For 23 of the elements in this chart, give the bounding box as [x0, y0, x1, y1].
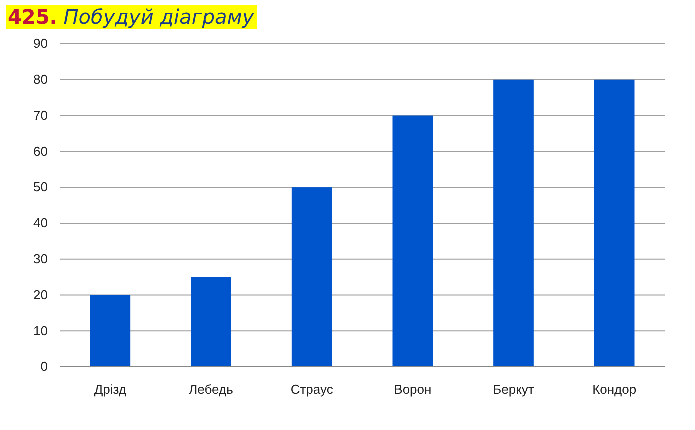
x-tick-label: Страус — [290, 382, 334, 398]
y-tick-label: 40 — [34, 216, 48, 231]
y-tick-label: 0 — [40, 359, 48, 374]
y-tick-label: 90 — [34, 36, 48, 52]
chart-title: 425. Побудуй діаграму — [8, 5, 256, 29]
x-tick-label: Дрізд — [94, 382, 127, 398]
x-tick-label: Ворон — [394, 382, 432, 398]
y-tick-label: 20 — [34, 287, 48, 302]
y-tick-label: 10 — [34, 323, 48, 338]
y-tick-label: 30 — [34, 251, 48, 266]
bar — [90, 295, 131, 367]
bar — [392, 116, 434, 367]
bar — [191, 277, 232, 367]
x-tick-label: Беркут — [493, 382, 534, 398]
x-tick-label: Кондор — [592, 382, 637, 398]
bar — [594, 80, 635, 367]
bar — [292, 188, 332, 367]
y-tick-label: 70 — [34, 108, 48, 123]
y-tick-label: 60 — [34, 144, 48, 159]
y-tick-label: 80 — [34, 72, 48, 88]
y-tick-label: 50 — [34, 180, 48, 195]
bar — [494, 80, 534, 367]
x-tick-label: Лебедь — [189, 382, 234, 398]
